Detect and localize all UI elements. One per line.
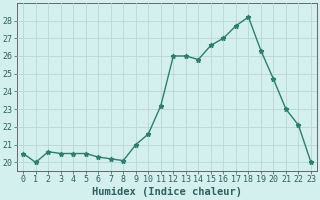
X-axis label: Humidex (Indice chaleur): Humidex (Indice chaleur) <box>92 187 242 197</box>
